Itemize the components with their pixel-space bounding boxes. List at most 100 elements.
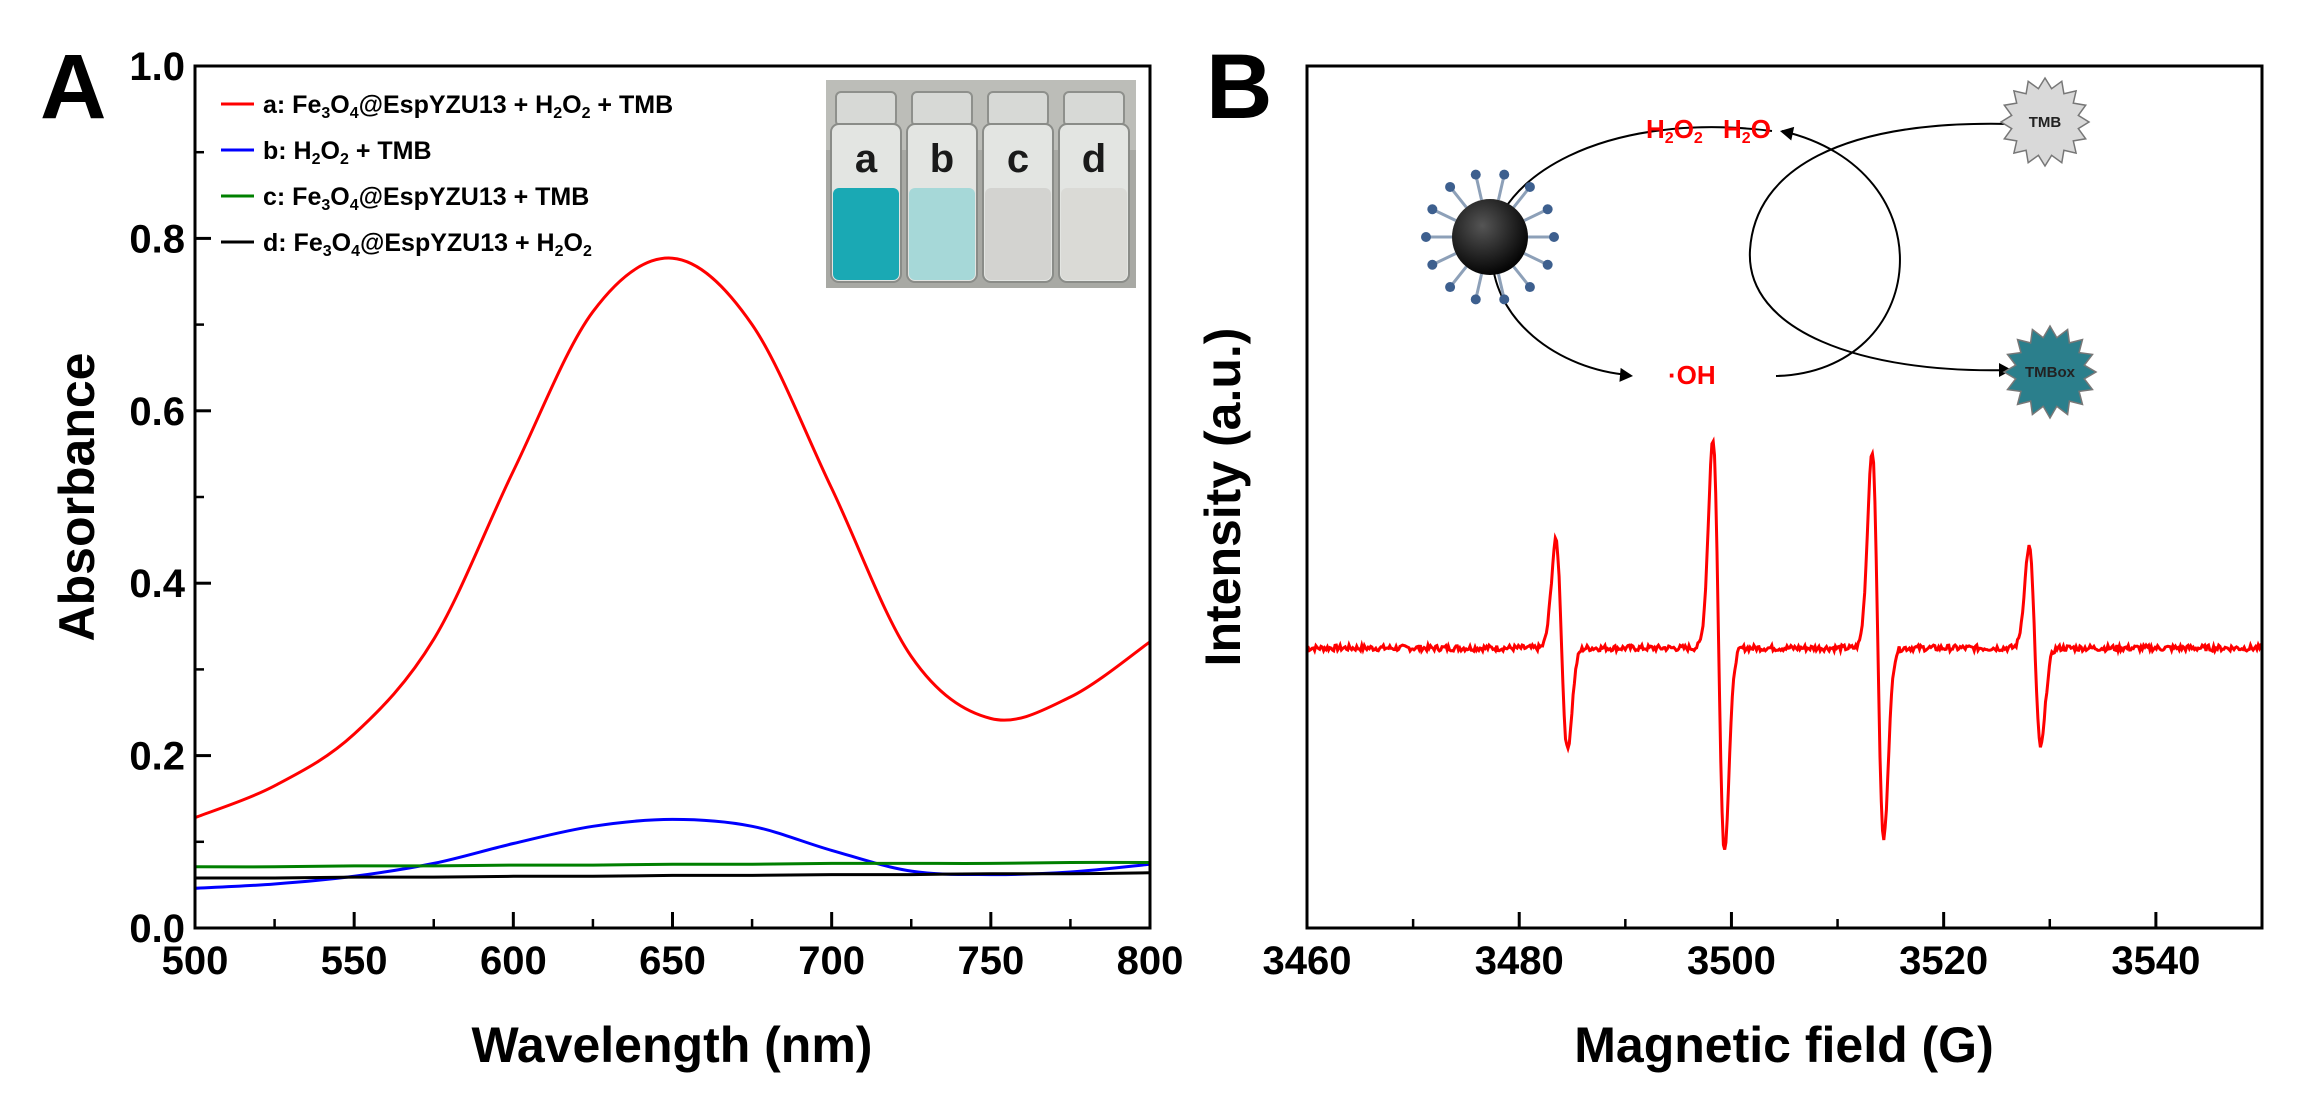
magnetic-core	[1452, 199, 1528, 275]
x-tick-label: 550	[321, 939, 388, 983]
series-line-c	[195, 860, 1150, 869]
antibody-head	[1445, 181, 1456, 192]
antibody-head	[1542, 204, 1553, 215]
antibody-stem	[1435, 209, 1457, 222]
antibody-stem	[1475, 273, 1484, 296]
antibody-stem	[1451, 189, 1468, 209]
series-line-d	[195, 871, 1150, 880]
panel-b-ticks: 3460 3480 3500 3520 3540	[1263, 912, 2200, 983]
epr-spectrum-line	[1307, 436, 2262, 850]
scheme-h2o-label: H2O	[1723, 114, 1771, 147]
x-tick-label: 3480	[1475, 939, 1564, 983]
antibody-head	[1524, 282, 1535, 293]
scheme-h2o2-label: H2O2	[1646, 114, 1703, 147]
legend-label-a: a: Fe3O4@EspYZU13 + H2O2 + TMB	[263, 91, 673, 122]
x-tick-label: 3460	[1263, 939, 1352, 983]
antibody-stem	[1523, 209, 1545, 222]
panel-a-y-axis-title: Absorbance	[49, 353, 105, 642]
antibody-head	[1421, 232, 1431, 242]
vial-c: c	[982, 91, 1054, 283]
x-tick-label: 500	[162, 939, 229, 983]
vial-liquid	[833, 188, 899, 280]
antibody-stem	[1512, 189, 1529, 209]
legend-label-b: b: H2O2 + TMB	[263, 137, 432, 168]
y-tick-label: 0.0	[129, 907, 185, 951]
antibody-head	[1470, 294, 1481, 305]
antibody-stem	[1451, 265, 1468, 285]
scheme-tmb-label: TMB	[2029, 114, 2062, 131]
x-tick-label: 3520	[1899, 939, 1988, 983]
antibody-head	[1524, 181, 1535, 192]
panel-a-series	[195, 256, 1150, 890]
panel-a-legend: a: Fe3O4@EspYZU13 + H2O2 + TMB b: H2O2 + …	[221, 91, 673, 260]
x-tick-label: 750	[957, 939, 1024, 983]
legend-label-d: d: Fe3O4@EspYZU13 + H2O2	[263, 229, 592, 260]
vial-label: d	[1082, 137, 1106, 181]
antibody-stem	[1475, 178, 1484, 201]
antibody-head	[1470, 169, 1481, 180]
panel-a: A a b c d 500 550 600 650 700 750 800 0.0 0.2 0.4 0.6…	[40, 36, 1183, 1073]
panel-b-x-axis-title: Magnetic field (G)	[1574, 1017, 1993, 1073]
x-tick-label: 600	[480, 939, 547, 983]
right-cycle-arrow	[1748, 122, 2011, 372]
panel-a-ticks: 500 550 600 650 700 750 800 0.0 0.2 0.4 0.6 0.8 1.0	[129, 45, 1183, 983]
antibody-head	[1427, 259, 1438, 270]
panel-a-letter: A	[40, 36, 106, 138]
panel-b-letter: B	[1206, 36, 1272, 138]
vial-neck	[911, 91, 973, 127]
x-tick-label: 3540	[2111, 939, 2200, 983]
vial-liquid	[985, 188, 1051, 280]
antibody-head	[1549, 232, 1559, 242]
panel-b-y-axis-title: Intensity (a.u.)	[1195, 328, 1251, 667]
vial-neck	[1063, 91, 1125, 127]
scheme-tmbox-label: TMBox	[2025, 364, 2076, 381]
catalyst-nanoparticle-icon	[1421, 169, 1559, 305]
y-tick-label: 0.8	[129, 217, 185, 261]
vial-liquid	[1061, 188, 1127, 280]
antibody-head	[1542, 259, 1553, 270]
antibody-head	[1499, 294, 1510, 305]
panel-b: B H2O2 H2O ·OH TMB TMBox 3460 3480 3500 3520 354…	[1195, 36, 2264, 1073]
arrow-head	[1619, 367, 1633, 382]
x-tick-label: 3500	[1687, 939, 1776, 983]
y-tick-label: 0.6	[129, 390, 185, 434]
reaction-scheme: H2O2 H2O ·OH TMB TMBox	[1421, 76, 2098, 420]
antibody-head	[1427, 204, 1438, 215]
vial-label: a	[855, 137, 878, 181]
legend-label-c: c: Fe3O4@EspYZU13 + TMB	[263, 183, 589, 214]
vial-a: a	[830, 91, 902, 283]
x-tick-label: 650	[639, 939, 706, 983]
y-tick-label: 0.2	[129, 735, 185, 779]
panel-a-x-axis-title: Wavelength (nm)	[472, 1017, 873, 1073]
antibody-stem	[1523, 252, 1545, 265]
tmbox-star-icon	[2002, 324, 2098, 420]
antibody-head	[1499, 169, 1510, 180]
vial-label: c	[1007, 137, 1029, 181]
y-tick-label: 0.4	[129, 562, 185, 606]
antibody-stem	[1435, 252, 1457, 265]
vial-d: d	[1058, 91, 1130, 283]
scheme-oh-label: ·OH	[1668, 360, 1716, 390]
series-line-a	[195, 256, 1150, 820]
panel-b-series	[1307, 436, 2262, 850]
vial-neck	[987, 91, 1049, 127]
x-tick-label: 700	[798, 939, 865, 983]
arrow-head	[1999, 363, 2012, 377]
antibody-stem	[1496, 273, 1505, 296]
tmb-star-icon	[1999, 76, 2091, 168]
arrow-head	[1780, 126, 1795, 141]
x-tick-label: 800	[1117, 939, 1184, 983]
left-cycle-arrow	[1490, 126, 1773, 376]
vial-label: b	[930, 137, 954, 181]
panel-b-frame	[1305, 64, 2264, 930]
inset-vial-photo: a b c d	[826, 80, 1136, 288]
antibody-stem	[1512, 265, 1529, 285]
oh-to-h2o-arrow	[1775, 130, 1901, 377]
vial-liquid	[909, 188, 975, 280]
vial-neck	[835, 91, 897, 127]
vial-b: b	[906, 91, 978, 283]
antibody-head	[1445, 282, 1456, 293]
y-tick-label: 1.0	[129, 45, 185, 89]
antibody-stem	[1496, 178, 1505, 201]
